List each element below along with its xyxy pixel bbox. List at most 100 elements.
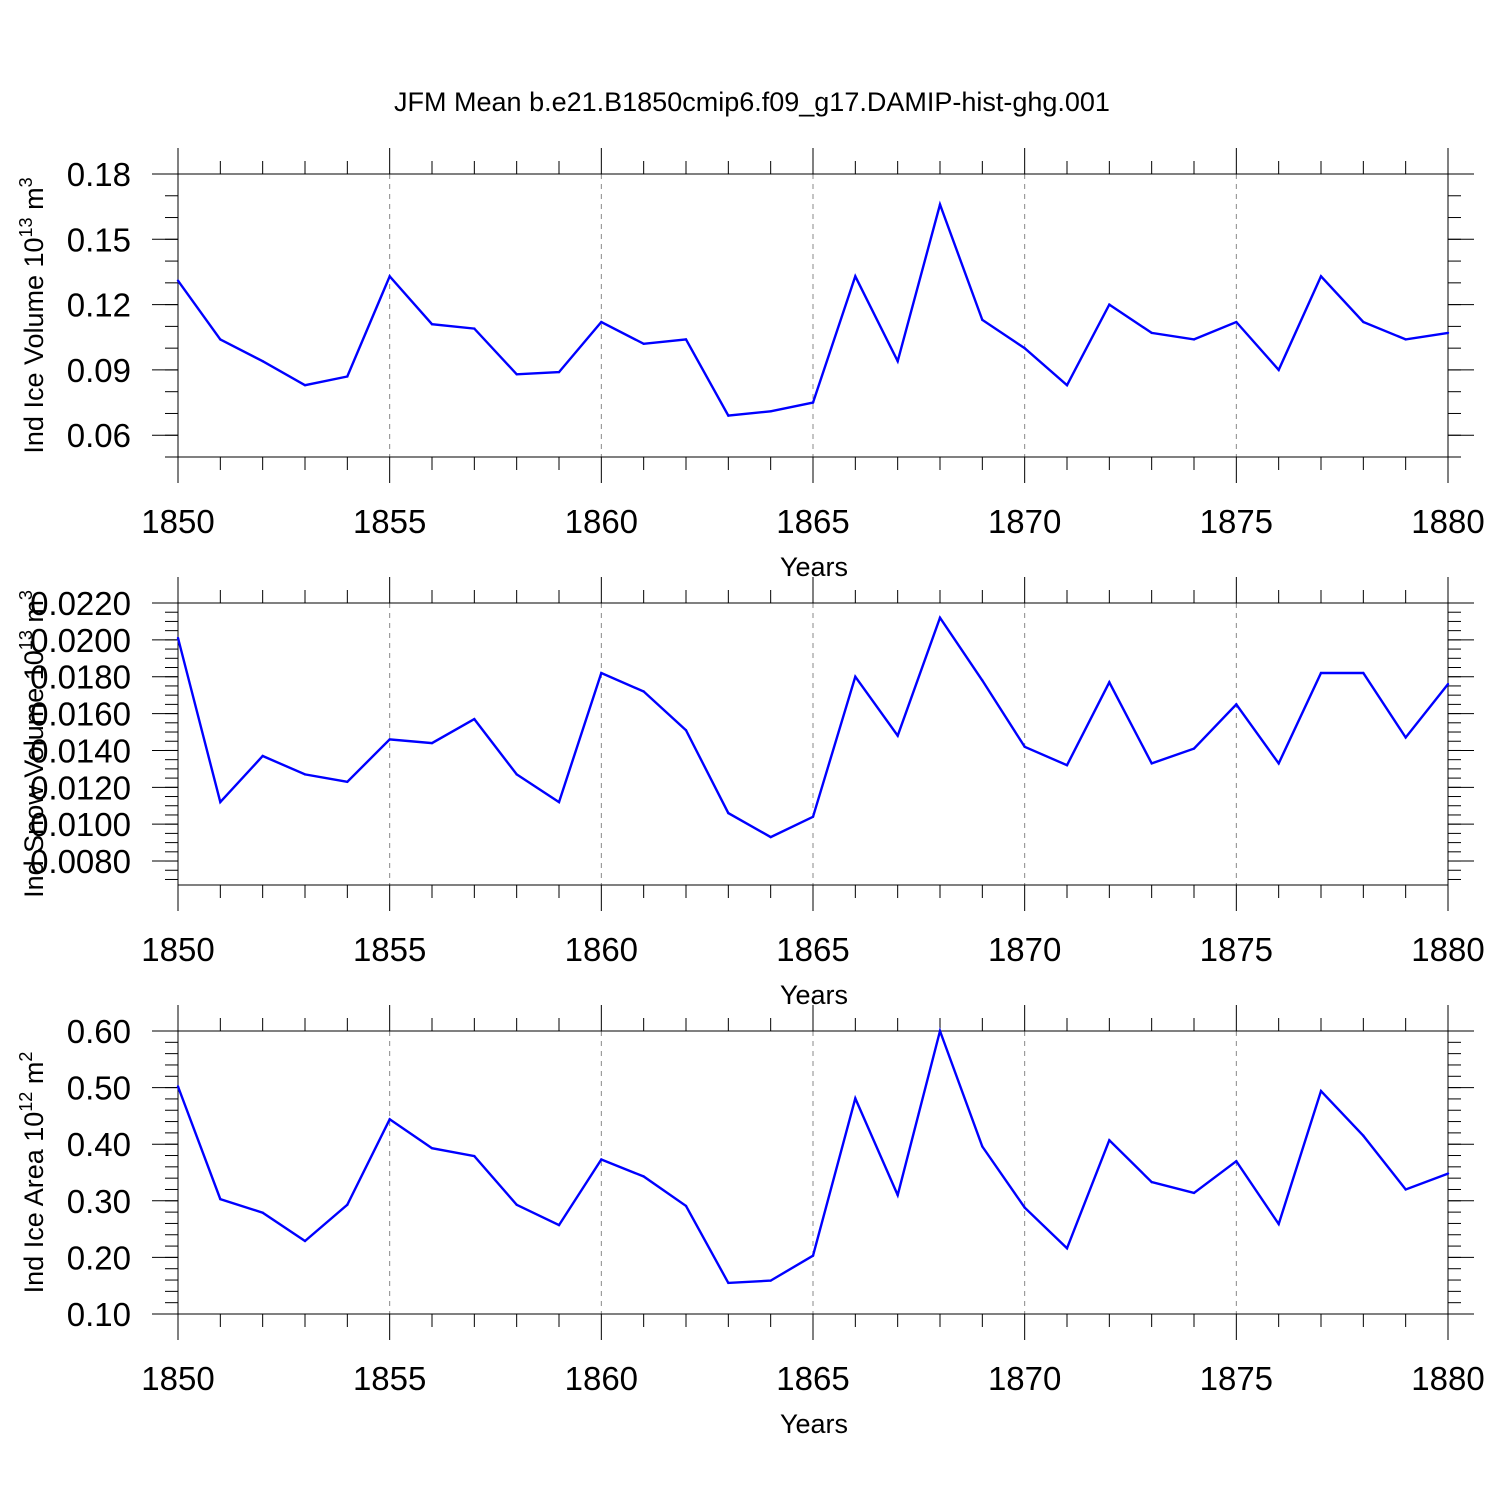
data-point <box>176 279 180 282</box>
data-point <box>176 636 180 640</box>
data-point <box>600 671 603 675</box>
data-point <box>1235 320 1238 324</box>
y-tick-label: 0.40 <box>67 1126 131 1163</box>
data-point <box>1446 331 1450 335</box>
data-point <box>1362 671 1365 675</box>
data-point <box>600 1158 603 1161</box>
data-point <box>769 1279 772 1282</box>
data-point <box>261 1211 264 1214</box>
data-point <box>811 815 815 819</box>
y-axis-label: Ind Ice Area 1012 m2 <box>16 1052 49 1294</box>
x-tick-label: 1875 <box>1200 931 1273 968</box>
data-point <box>896 734 899 737</box>
data-point <box>1108 1139 1111 1142</box>
data-point <box>515 373 518 376</box>
data-point <box>1023 745 1026 748</box>
data-point <box>684 1204 688 1208</box>
data-point <box>557 800 561 804</box>
x-tick-label: 1880 <box>1411 1360 1484 1397</box>
data-point <box>430 1146 434 1150</box>
y-tick-label: 0.60 <box>67 1013 131 1050</box>
data-point <box>303 1239 307 1243</box>
data-point <box>811 1254 815 1257</box>
x-tick-label: 1860 <box>565 503 638 540</box>
y-tick-label: 0.30 <box>67 1183 131 1220</box>
data-point <box>1404 338 1407 341</box>
y-tick-label: 0.10 <box>67 1296 131 1333</box>
data-point <box>473 1154 476 1158</box>
data-point <box>854 675 857 678</box>
x-tick-label: 1880 <box>1411 503 1484 540</box>
y-tick-label: 0.15 <box>67 221 131 258</box>
y-tick-label: 0.0200 <box>30 622 131 659</box>
data-point <box>938 1029 942 1033</box>
data-point <box>1192 747 1196 750</box>
x-tick-label: 1865 <box>776 1360 849 1397</box>
data-point <box>1319 671 1323 675</box>
y-tick-label: 0.20 <box>67 1239 131 1276</box>
data-point <box>769 410 772 413</box>
data-point <box>557 1223 561 1227</box>
data-point <box>854 1097 857 1100</box>
panel-snow-volume: 1850 1855 1860 1865 1870 1875 1880Years0.00800… <box>16 577 1485 1010</box>
figure-title: JFM Mean b.e21.B1850cmip6.f09_g17.DAMIP-… <box>394 87 1110 117</box>
data-point <box>938 203 942 206</box>
data-point <box>303 773 307 776</box>
x-axis-label: Years <box>780 1409 848 1439</box>
data-point <box>1150 762 1153 765</box>
data-point <box>346 1203 349 1206</box>
y-tick-label: 0.06 <box>67 417 131 454</box>
x-tick-label: 1870 <box>988 503 1061 540</box>
data-point <box>981 318 984 322</box>
data-point <box>1065 763 1069 767</box>
data-point <box>1446 682 1450 686</box>
data-point <box>1404 736 1407 739</box>
data-point <box>727 1281 730 1285</box>
y-tick-label: 0.12 <box>67 287 131 324</box>
y-tick-label: 0.0120 <box>30 769 131 806</box>
data-point <box>1235 703 1238 706</box>
y-axis-label: Ind Ice Volume 1013 m3 <box>16 177 49 453</box>
panel-ice-area: 1850 1855 1860 1865 1870 1875 1880 Years 0.10 0.2… <box>16 1005 1485 1439</box>
data-point <box>1192 338 1196 341</box>
x-tick-label: 1875 <box>1200 503 1273 540</box>
y-tick-label: 0.0100 <box>30 806 131 843</box>
data-point <box>1023 346 1026 350</box>
y-tick-label: 0.0080 <box>30 843 131 880</box>
x-axis-label: Years <box>780 552 848 582</box>
data-point <box>219 338 222 341</box>
data-point <box>600 320 603 324</box>
data-point <box>1023 1206 1026 1209</box>
y-tick-label: 0.0140 <box>30 732 131 769</box>
data-point <box>388 1118 391 1121</box>
data-point <box>854 275 857 278</box>
y-tick-label: 0.18 <box>67 156 131 193</box>
data-point <box>684 728 688 732</box>
data-point <box>981 679 984 682</box>
data-point <box>1277 762 1280 765</box>
data-point <box>1277 1222 1280 1226</box>
data-point <box>1235 1159 1238 1163</box>
data-point <box>727 811 730 815</box>
x-tick-label: 1860 <box>565 931 638 968</box>
data-point <box>176 1085 180 1088</box>
y-axis-label: Ind Snow Volume 1013 m3 <box>16 590 49 898</box>
data-point <box>473 717 476 721</box>
data-point <box>1319 1089 1323 1093</box>
data-point <box>261 360 264 363</box>
x-tick-label: 1860 <box>565 1360 638 1397</box>
data-point <box>303 383 307 387</box>
data-point <box>1446 1172 1450 1175</box>
data-point <box>219 1197 222 1201</box>
x-tick-label: 1880 <box>1411 931 1484 968</box>
data-point <box>1319 275 1323 278</box>
data-point <box>811 401 815 404</box>
data-point <box>769 835 772 839</box>
panel-ice-volume: 1850 1855 1860 1865 1870 1875 1880 Years 0.06 0.0… <box>16 148 1485 582</box>
data-point <box>430 741 434 745</box>
data-point <box>1065 1247 1069 1250</box>
y-tick-label: 0.50 <box>67 1070 131 1107</box>
data-point <box>1150 331 1153 335</box>
data-point <box>388 275 391 278</box>
